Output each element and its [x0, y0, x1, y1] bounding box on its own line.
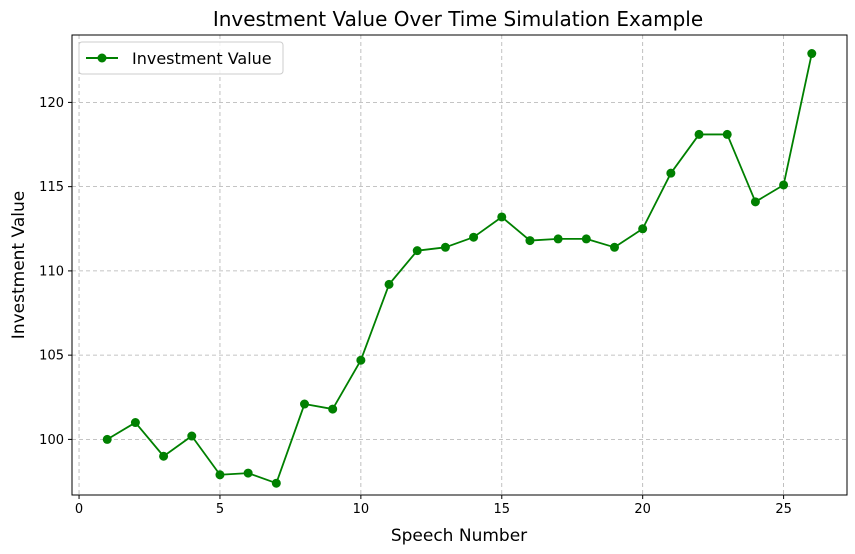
data-point	[440, 242, 450, 252]
x-axis-label: Speech Number	[391, 526, 527, 546]
data-point	[779, 180, 789, 190]
data-point	[666, 168, 676, 178]
legend-box	[78, 41, 284, 75]
data-point	[243, 468, 253, 478]
y-tick-label: 115	[39, 180, 64, 195]
x-tick-label: 20	[634, 502, 651, 517]
data-point	[497, 212, 507, 222]
data-point	[215, 470, 225, 480]
data-point	[271, 478, 281, 488]
y-tick-label: 100	[39, 433, 64, 448]
legend-label: Investment Value	[132, 49, 272, 68]
data-point	[300, 399, 309, 409]
data-point	[469, 232, 479, 242]
series-line	[106, 53, 813, 485]
data-point	[722, 129, 732, 139]
x-tick-label: 10	[353, 502, 370, 517]
y-tick-label: 120	[39, 96, 64, 111]
x-tick-label: 5	[216, 502, 224, 517]
grid	[72, 35, 847, 495]
data-point	[130, 418, 140, 428]
data-point	[102, 434, 112, 444]
x-tick-label: 25	[775, 502, 792, 517]
data-point	[807, 49, 817, 59]
data-point	[187, 431, 197, 441]
data-point	[328, 404, 338, 414]
series-layer	[102, 49, 817, 488]
y-tick-label: 110	[39, 264, 64, 279]
y-axis-label: Investment Value	[9, 191, 29, 339]
x-tick-label: 15	[493, 502, 510, 517]
x-tick-label: 0	[75, 502, 83, 517]
legend: Investment Value	[78, 41, 284, 75]
data-point	[553, 234, 563, 244]
data-point	[610, 242, 619, 252]
data-point	[159, 451, 169, 461]
data-point	[581, 234, 591, 244]
data-point	[384, 279, 394, 289]
data-point	[525, 236, 535, 246]
data-point	[694, 129, 704, 139]
chart-title: Investment Value Over Time Simulation Ex…	[213, 7, 703, 31]
data-point	[750, 197, 760, 207]
data-point	[638, 224, 648, 234]
data-point	[356, 355, 366, 365]
data-point	[412, 246, 422, 256]
legend-marker	[97, 53, 107, 63]
plot-area-frame	[71, 34, 848, 496]
ticks: 0 5 10 15 20 25 100 105 110 115 120	[39, 96, 792, 517]
y-tick-label: 105	[39, 349, 64, 364]
